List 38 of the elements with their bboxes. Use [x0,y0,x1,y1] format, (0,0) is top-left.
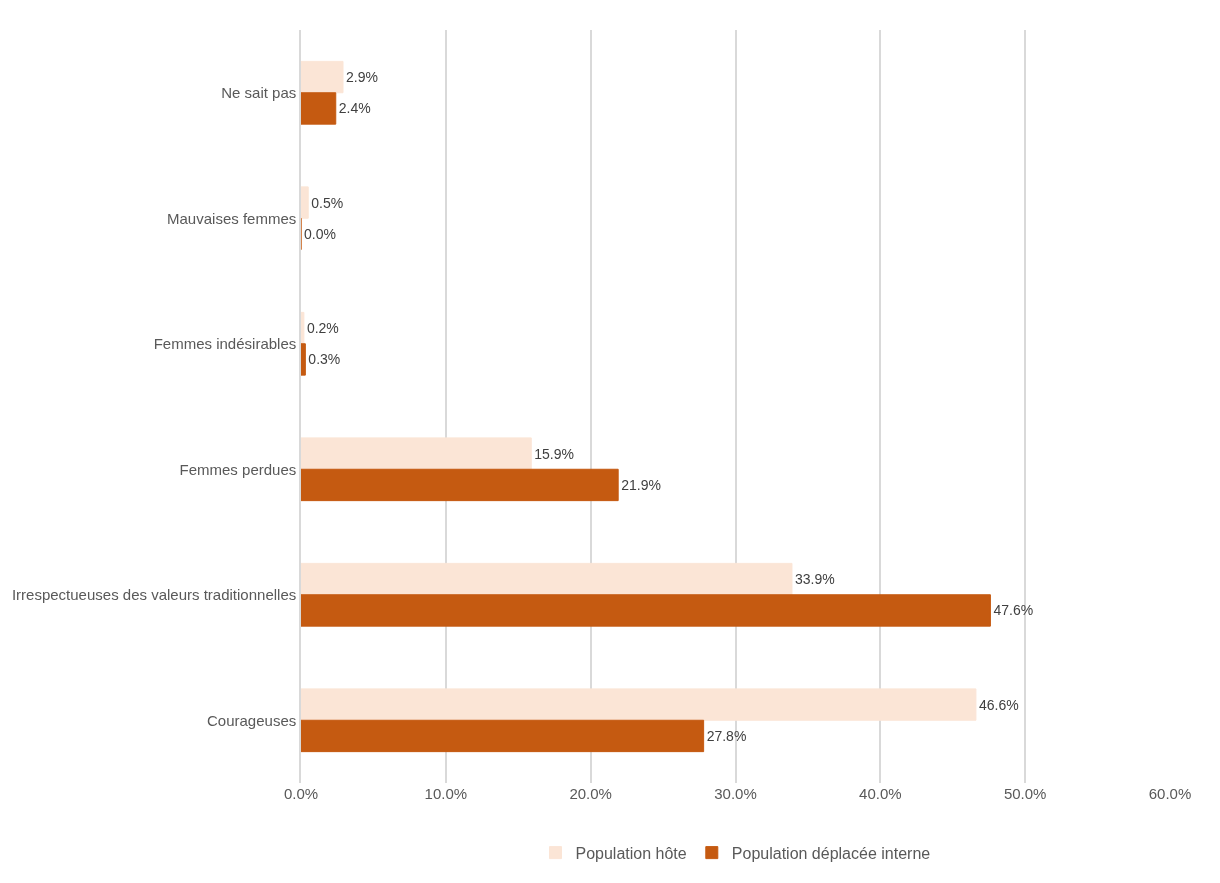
data-label: 2.4% [338,100,371,117]
bar [301,186,309,219]
data-label: 15.9% [534,445,574,462]
bar [301,468,619,502]
bar [301,562,793,596]
data-label: 0.3% [308,351,341,368]
x-tick-label: 30.0% [714,785,757,802]
bar [301,343,306,376]
bar [301,437,532,470]
data-label: 0.5% [311,194,344,211]
bar [301,60,344,94]
bar [301,311,305,345]
bar [301,92,337,125]
y-tick-label: Femmes perdues [179,460,297,478]
x-tick-label: 50.0% [1003,785,1047,802]
data-label: 21.9% [621,476,661,493]
y-tick-label: Mauvaises femmes [167,209,297,227]
legend-label: Population hôte [575,844,687,862]
y-tick-label: Courageuses [207,711,297,729]
x-tick-label: 20.0% [569,785,612,802]
data-label: 0.0% [304,225,336,242]
data-label: 47.6% [993,602,1034,619]
y-tick-label: Irrespectueuses des valeurs traditionnelles [11,586,297,603]
data-label: 27.8% [706,727,747,744]
y-tick-label: Femmes indésirables [153,335,297,352]
data-label: 33.9% [794,571,835,588]
data-label: 46.6% [978,696,1019,713]
bar [301,688,977,721]
y-tick-label: Ne sait pas [221,84,297,101]
x-tick-label: 60.0% [1148,785,1192,802]
bar [301,719,705,753]
legend-label: Population déplacée interne [731,844,931,862]
data-label: 0.2% [306,320,339,337]
data-label: 2.9% [346,69,378,86]
x-tick-label: 40.0% [859,785,902,802]
bar [301,594,991,627]
x-tick-label: 10.0% [424,785,468,802]
x-tick-label: 0.0% [283,785,319,802]
